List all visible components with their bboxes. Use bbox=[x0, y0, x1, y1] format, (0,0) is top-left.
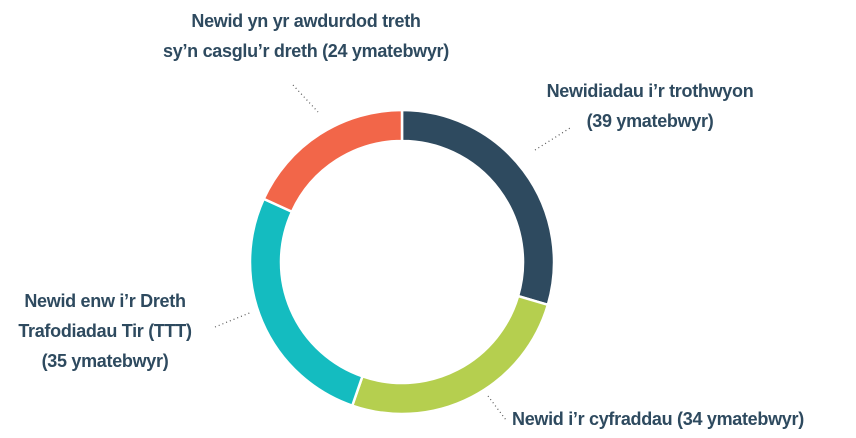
slice-label: (35 ymatebwyr) bbox=[42, 351, 169, 371]
donut-segment bbox=[248, 197, 365, 408]
slice-label: Newid yn yr awdurdod treth bbox=[191, 11, 420, 31]
donut-segment bbox=[350, 294, 550, 416]
slice-label: Newid enw i’r Dreth bbox=[24, 291, 185, 311]
leader-line bbox=[214, 311, 253, 328]
slice-label: Trafodiadau Tir (TTT) bbox=[18, 321, 192, 341]
donut-segment bbox=[262, 108, 404, 214]
leader-line bbox=[534, 127, 571, 151]
slice-label: (39 ymatebwyr) bbox=[587, 111, 714, 131]
slice-label: Newidiadau i’r trothwyon bbox=[547, 81, 754, 101]
slice-label: Newid i’r cyfraddau (34 ymatebwyr) bbox=[512, 409, 804, 429]
slice-label: sy’n casglu’r dreth (24 ymatebwyr) bbox=[163, 41, 449, 61]
donut-segment bbox=[400, 108, 556, 307]
leader-line bbox=[292, 84, 319, 113]
leader-line bbox=[487, 395, 507, 421]
